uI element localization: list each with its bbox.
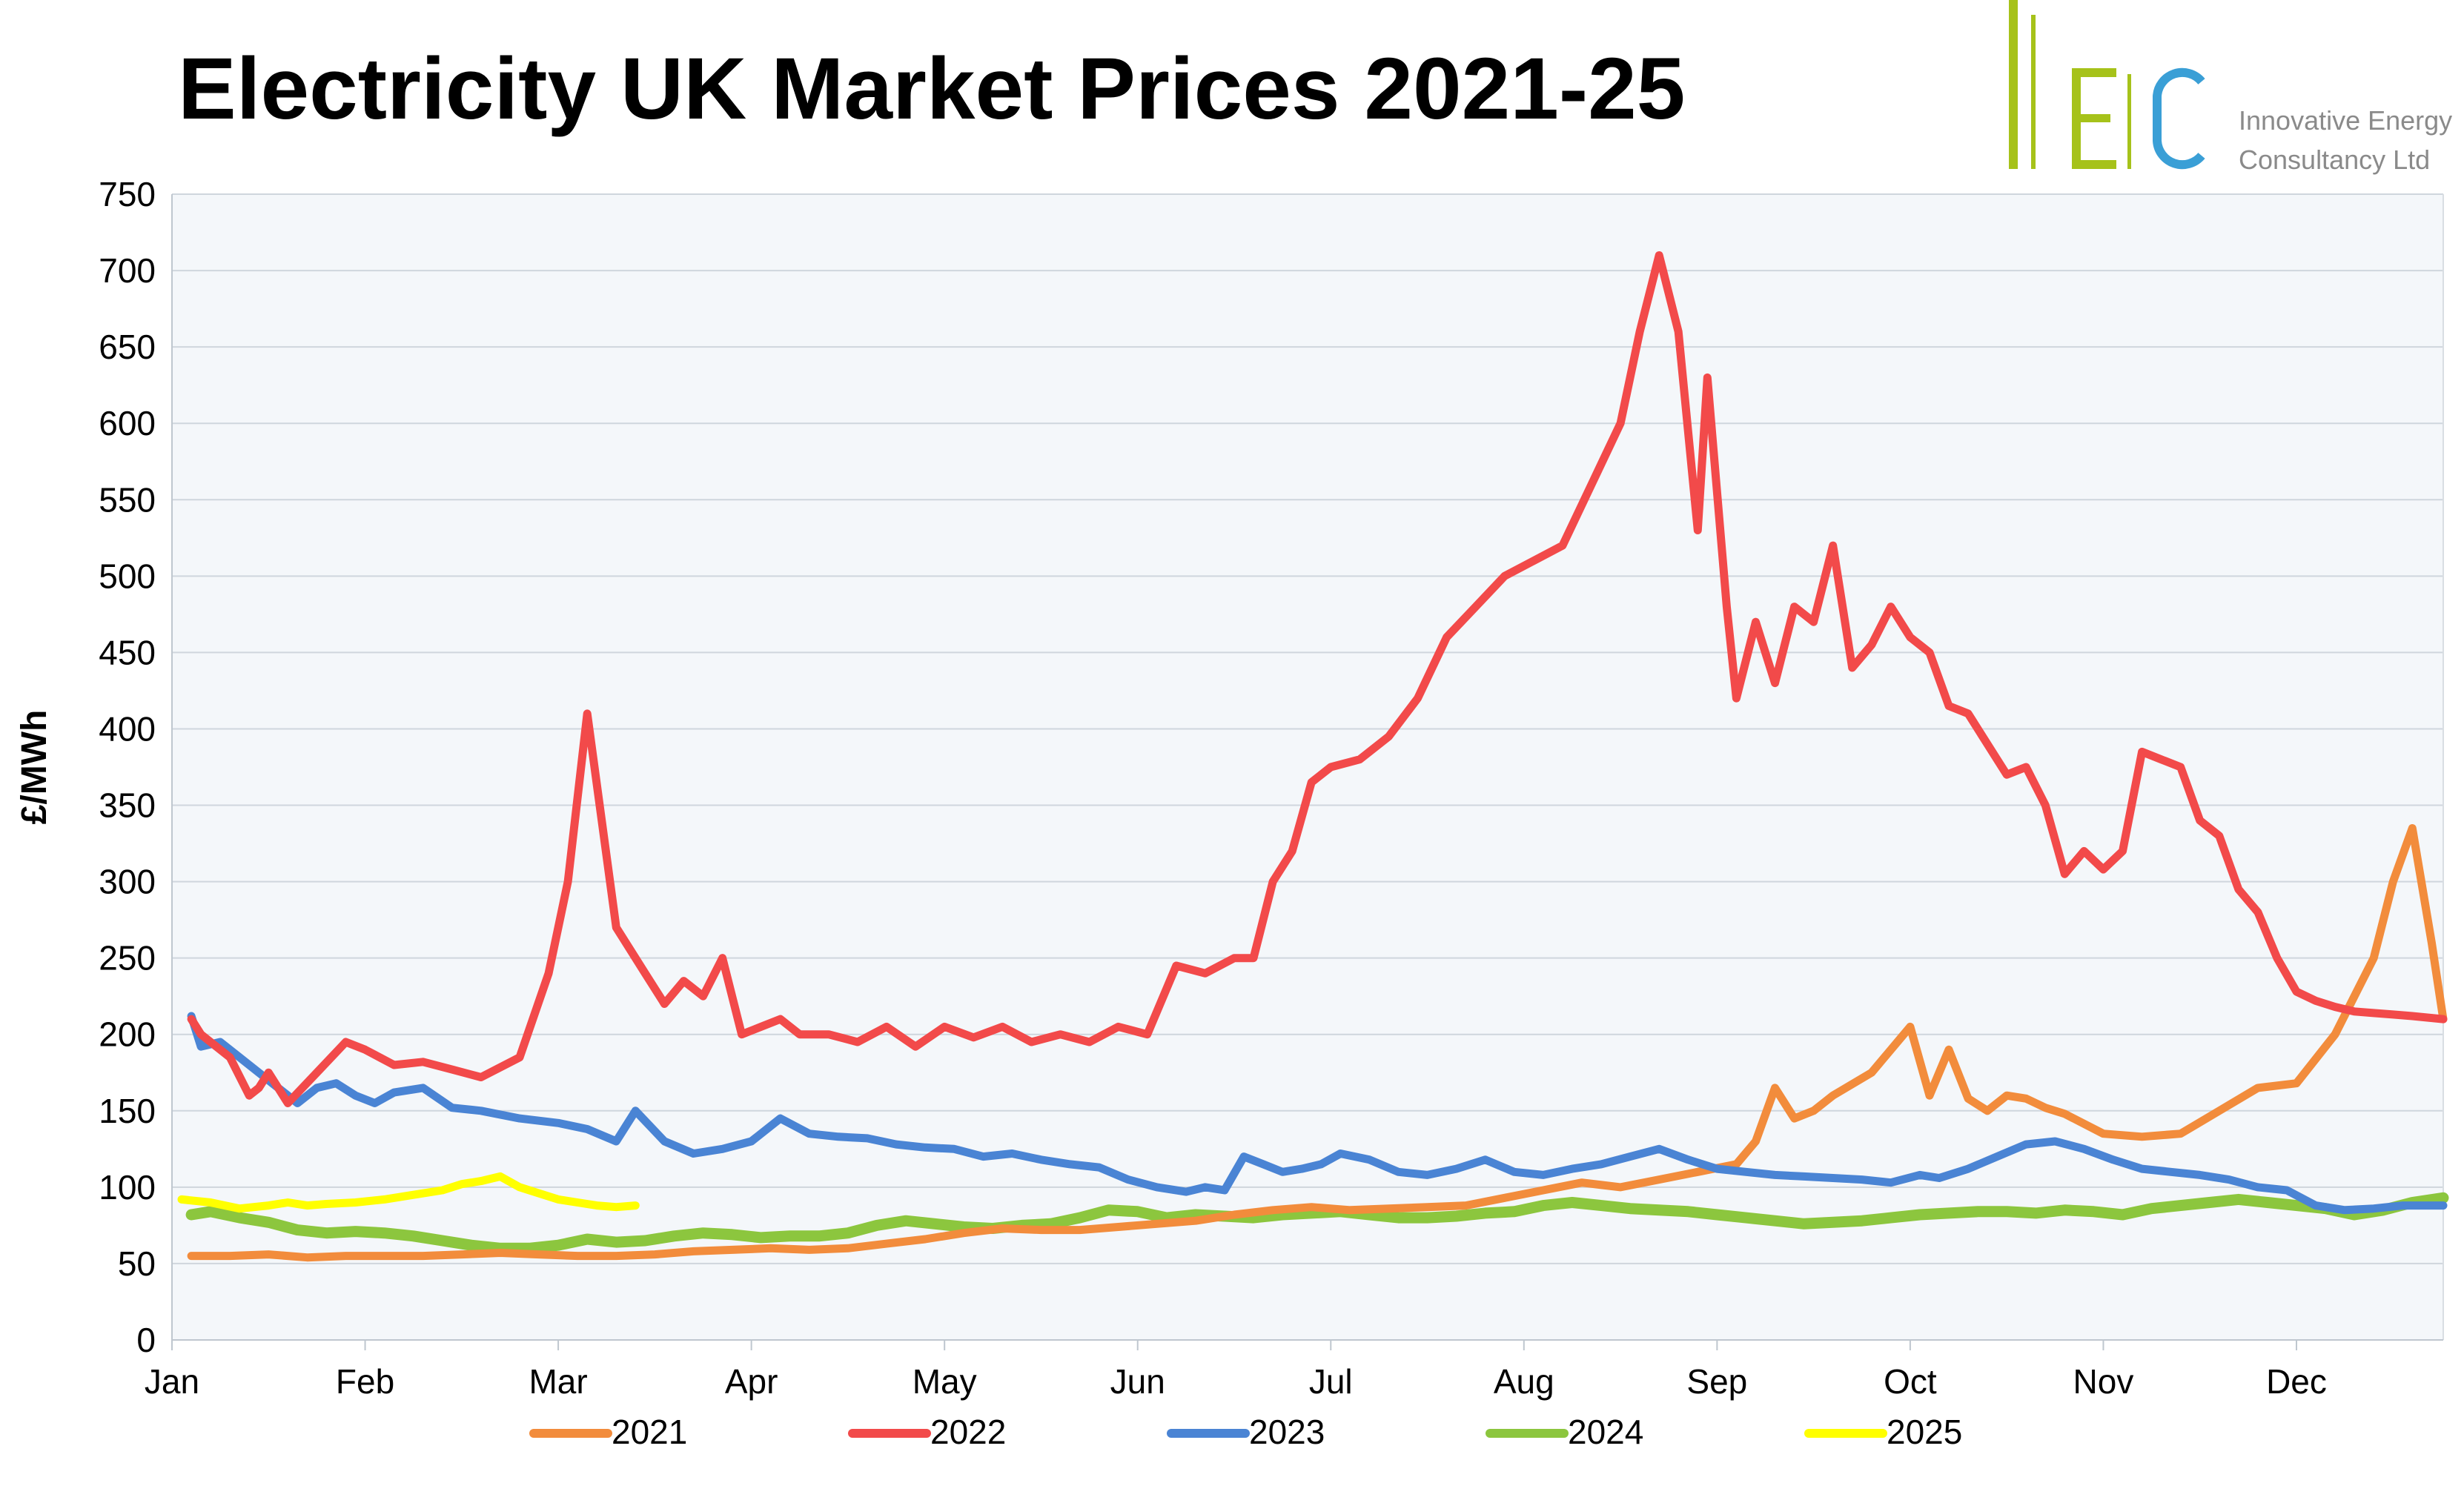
legend-label-2025: 2025 <box>1887 1413 1962 1451</box>
legend-label-2022: 2022 <box>930 1413 1006 1451</box>
series-line-2024 <box>185 1192 2449 1254</box>
logo-e-letter <box>2072 68 2116 169</box>
x-tick-label-feb: Feb <box>336 1362 394 1401</box>
y-tick-label: 350 <box>99 786 156 825</box>
logo-line1: Innovative Energy <box>2239 105 2452 136</box>
y-tick-label: 600 <box>99 404 156 442</box>
logo-separator <box>2031 15 2036 169</box>
y-tick-label: 0 <box>136 1321 156 1359</box>
y-tick-label: 550 <box>99 480 156 519</box>
x-axis-ticks: Jan Feb Mar Apr May Jun Jul Aug Sep Oct Nov Dec <box>145 1340 2327 1401</box>
y-tick-label: 150 <box>99 1092 156 1130</box>
y-tick-label: 50 <box>118 1244 156 1283</box>
x-tick-label-jul: Jul <box>1309 1362 1353 1401</box>
legend-label-2023: 2023 <box>1249 1413 1325 1451</box>
y-tick-label: 200 <box>99 1015 156 1054</box>
logo-separator-2 <box>2127 74 2131 169</box>
x-tick-label-oct: Oct <box>1884 1362 1937 1401</box>
x-tick-label-mar: Mar <box>529 1362 587 1401</box>
x-tick-label-may: May <box>913 1362 977 1401</box>
y-tick-label: 650 <box>99 328 156 366</box>
y-tick-label: 400 <box>99 709 156 748</box>
logo-c-letter <box>2153 67 2205 170</box>
x-tick-label-jun: Jun <box>1110 1362 1165 1401</box>
legend-label-2021: 2021 <box>612 1413 687 1451</box>
y-tick-label: 700 <box>99 251 156 290</box>
plot-area <box>172 194 2443 1340</box>
y-axis-ticks: 0 50 100 150 200 250 300 350 400 450 500 550 600 650 7… <box>99 175 156 1359</box>
legend: 2021 2022 2023 2024 2025 <box>529 1413 1962 1451</box>
legend-label-2024: 2024 <box>1568 1413 1643 1451</box>
series-line-2025 <box>177 1172 640 1213</box>
y-tick-label: 500 <box>99 557 156 595</box>
x-tick-label-sep: Sep <box>1686 1362 1747 1401</box>
series-line-2022 <box>187 251 2448 1107</box>
series-line-2023 <box>187 1012 2448 1215</box>
logo-i-bar <box>2009 0 2018 169</box>
series-line-2021 <box>187 824 2448 1262</box>
x-tick-label-aug: Aug <box>1494 1362 1554 1401</box>
series-lines <box>177 251 2449 1262</box>
x-tick-label-apr: Apr <box>725 1362 778 1401</box>
y-tick-label: 100 <box>99 1168 156 1207</box>
x-tick-label-jan: Jan <box>145 1362 199 1401</box>
y-tick-label: 450 <box>99 633 156 671</box>
company-logo: Innovative Energy Consultancy Ltd <box>2009 0 2452 175</box>
x-tick-label-nov: Nov <box>2073 1362 2134 1401</box>
y-tick-label: 300 <box>99 863 156 901</box>
logo-line2: Consultancy Ltd <box>2239 145 2430 175</box>
y-tick-label: 750 <box>99 175 156 213</box>
y-axis-label: £/MWh <box>15 710 54 825</box>
x-tick-label-dec: Dec <box>2266 1362 2327 1401</box>
y-tick-label: 250 <box>99 939 156 978</box>
chart-title: Electricity UK Market Prices 2021-25 <box>178 40 1686 138</box>
